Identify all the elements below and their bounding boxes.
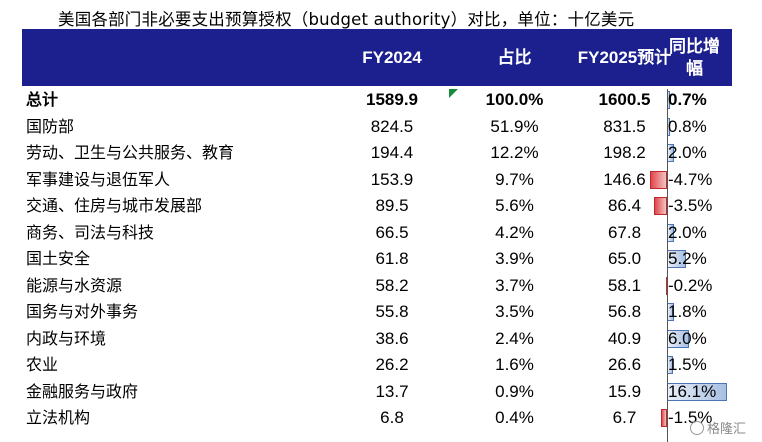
table-row: 商务、司法与科技 66.5 4.2% 67.8 2.0% — [22, 220, 732, 246]
share-value: 3.7% — [495, 275, 534, 295]
fy2024-value: 6.8 — [380, 408, 404, 427]
fy2024-value: 1589.9 — [366, 90, 418, 109]
cell-comment-marker — [449, 89, 458, 98]
header-yoy: 同比增 幅 — [669, 36, 720, 78]
table-row: 国土安全 61.8 3.9% 65.0 5.2% — [22, 246, 732, 272]
watermark-logo-icon — [690, 420, 704, 435]
fy2024-value: 26.2 — [375, 355, 409, 374]
table-row: 军事建设与退伍军人 153.9 9.7% 146.6 -4.7% — [22, 167, 732, 193]
share-value: 3.9% — [495, 249, 534, 268]
share-value: 5.6% — [495, 196, 534, 215]
share-value: 1.6% — [495, 355, 534, 374]
department-name: 军事建设与退伍军人 — [26, 169, 171, 189]
table-row: 金融服务与政府 13.7 0.9% 15.9 16.1% — [22, 379, 732, 405]
yoy-data-bar — [661, 409, 667, 427]
fy2025-value: 26.6 — [607, 355, 642, 374]
fy2024-value: 824.5 — [370, 116, 414, 136]
yoy-value: 1.8% — [668, 302, 707, 321]
table-row: 立法机构 6.8 0.4% 6.7 -1.5% — [22, 405, 732, 431]
fy2025-value: 6.7 — [612, 408, 637, 427]
table-header: FY2024 占比 FY2025预计 同比增 幅 — [22, 29, 732, 86]
fy2025-value: 1600.5 — [598, 90, 651, 109]
table-row: 交通、住房与城市发展部 89.5 5.6% 86.4 -3.5% — [22, 193, 732, 219]
share-value: 100.0% — [485, 90, 544, 109]
share-value: 9.7% — [495, 169, 534, 189]
fy2024-value: 58.2 — [375, 275, 409, 295]
department-name: 总计 — [26, 90, 59, 109]
yoy-data-bar — [649, 170, 667, 189]
fy2024-value: 13.7 — [375, 381, 409, 401]
fy2025-value: 15.9 — [607, 381, 642, 401]
department-name: 国务与对外事务 — [26, 302, 139, 321]
department-name: 国土安全 — [26, 249, 91, 268]
share-value: 0.9% — [495, 381, 534, 401]
yoy-value: -0.2% — [668, 275, 713, 295]
yoy-value: 1.5% — [668, 355, 707, 374]
yoy-data-bar — [654, 197, 667, 215]
yoy-value: 2.0% — [668, 222, 707, 242]
share-value: 12.2% — [490, 143, 539, 162]
table-row: 农业 26.2 1.6% 26.6 1.5% — [22, 352, 732, 378]
table-row: 国防部 824.5 51.9% 831.5 0.8% — [22, 114, 732, 140]
department-name: 农业 — [26, 355, 59, 374]
fy2025-value: 56.8 — [607, 302, 642, 321]
fy2024-value: 194.4 — [370, 143, 414, 162]
department-name: 商务、司法与科技 — [26, 222, 155, 242]
table-row: 内政与环境 38.6 2.4% 40.9 6.0% — [22, 326, 732, 352]
yoy-value: 2.0% — [668, 143, 707, 162]
fy2024-value: 38.6 — [375, 328, 409, 348]
table-row: 能源与水资源 58.2 3.7% 58.1 -0.2% — [22, 273, 732, 299]
fy2025-value: 67.8 — [607, 222, 642, 242]
fy2025-value: 146.6 — [603, 169, 646, 189]
fy2024-value: 55.8 — [375, 302, 409, 321]
share-value: 51.9% — [490, 116, 539, 136]
yoy-zero-axis — [667, 89, 668, 442]
table-row: 劳动、卫生与公共服务、教育 194.4 12.2% 198.2 2.0% — [22, 140, 732, 166]
yoy-value: 16.1% — [668, 381, 717, 401]
watermark: 格隆汇 — [690, 418, 746, 437]
share-value: 0.4% — [495, 408, 534, 427]
share-value: 4.2% — [495, 222, 534, 242]
department-name: 劳动、卫生与公共服务、教育 — [26, 143, 235, 162]
fy2025-value: 65.0 — [607, 249, 642, 268]
table-title: 美国各部门非必要支出预算授权（budget authority）对比，单位：十亿… — [58, 10, 635, 29]
watermark-text: 格隆汇 — [707, 422, 747, 437]
department-name: 国防部 — [26, 116, 75, 136]
fy2025-value: 58.1 — [607, 275, 642, 295]
yoy-value: 5.2% — [668, 249, 707, 268]
share-value: 2.4% — [495, 328, 534, 348]
yoy-value: 0.7% — [668, 90, 707, 109]
fy2025-value: 831.5 — [603, 116, 646, 136]
header-fy2024: FY2024 — [362, 47, 422, 67]
department-name: 立法机构 — [26, 408, 91, 427]
department-name: 内政与环境 — [26, 328, 107, 348]
fy2024-value: 89.5 — [375, 196, 409, 215]
table-row: 国务与对外事务 55.8 3.5% 56.8 1.8% — [22, 299, 732, 325]
share-value: 3.5% — [495, 302, 534, 321]
department-name: 金融服务与政府 — [26, 381, 139, 401]
yoy-value: 0.8% — [668, 116, 707, 136]
fy2024-value: 61.8 — [375, 249, 409, 268]
fy2024-value: 153.9 — [370, 169, 414, 189]
fy2025-value: 86.4 — [607, 196, 642, 215]
yoy-value: -4.7% — [668, 169, 713, 189]
yoy-value: -3.5% — [668, 196, 713, 215]
fy2024-value: 66.5 — [375, 222, 409, 242]
table-row: 总计 1589.9 100.0% 1600.5 0.7% — [22, 87, 732, 113]
header-share: 占比 — [497, 47, 532, 67]
fy2025-value: 198.2 — [603, 143, 646, 162]
header-fy2025: FY2025预计 — [577, 47, 672, 67]
fy2025-value: 40.9 — [607, 328, 642, 348]
yoy-value: 6.0% — [668, 328, 707, 348]
department-name: 能源与水资源 — [26, 275, 123, 295]
department-name: 交通、住房与城市发展部 — [26, 196, 203, 215]
